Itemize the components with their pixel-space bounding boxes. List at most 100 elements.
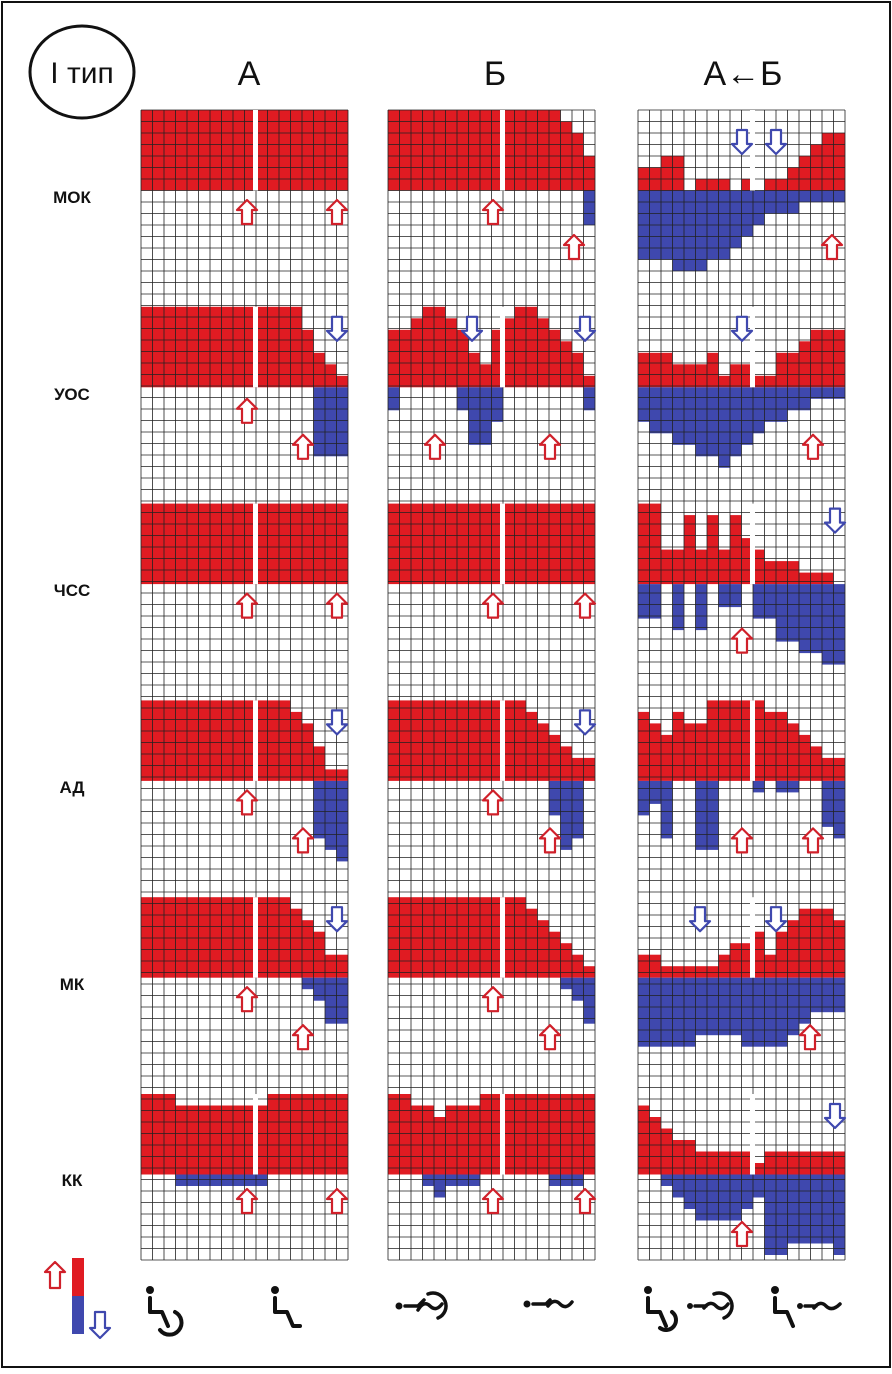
increase-bar xyxy=(822,908,834,978)
legend-increase-swatch xyxy=(72,1258,84,1296)
decrease-bar xyxy=(649,780,661,804)
decrease-bar xyxy=(730,387,742,457)
increase-bar xyxy=(399,1094,411,1175)
increase-bar xyxy=(684,966,696,978)
increase-bar xyxy=(422,503,434,585)
decrease-bar xyxy=(787,780,799,793)
increase-bar xyxy=(661,549,673,585)
increase-bar xyxy=(661,156,673,191)
decrease-bar xyxy=(336,977,348,1024)
increase-bar xyxy=(325,769,337,781)
increase-bar xyxy=(445,110,457,191)
increase-arrow-icon xyxy=(573,592,597,619)
subpanel-gap xyxy=(500,1094,505,1175)
increase-bar xyxy=(457,503,469,585)
decrease-bar xyxy=(833,1174,845,1255)
increase-arrow-icon xyxy=(820,233,844,261)
decrease-bar xyxy=(583,977,595,1024)
decrease-bar xyxy=(649,584,661,619)
increase-bar xyxy=(457,110,469,191)
increase-bar xyxy=(152,110,164,191)
decrease-bar xyxy=(445,1174,457,1186)
decrease-bar xyxy=(434,1174,446,1198)
increase-bar xyxy=(141,110,153,191)
increase-bar xyxy=(480,364,492,388)
increase-bar xyxy=(244,897,256,978)
grid-lines xyxy=(637,109,846,1261)
decrease-bar xyxy=(661,1174,673,1186)
increase-arrow-icon xyxy=(801,827,825,854)
decrease-bar xyxy=(718,977,730,1036)
decrease-bar xyxy=(661,387,673,434)
increase-arrow-icon xyxy=(730,827,754,854)
increase-bar xyxy=(457,897,469,978)
decrease-bar xyxy=(388,387,400,411)
increase-bar xyxy=(822,1151,834,1175)
decrease-bar xyxy=(313,387,325,457)
increase-bar xyxy=(491,329,503,388)
increase-bar xyxy=(583,156,595,191)
increase-arrow-icon xyxy=(538,1024,562,1051)
increase-bar xyxy=(684,515,696,585)
decrease-bar xyxy=(822,977,834,1013)
decrease-bar xyxy=(695,977,707,1036)
increase-bar xyxy=(313,1094,325,1175)
increase-bar xyxy=(491,503,503,585)
decrease-arrow-icon xyxy=(325,709,349,736)
increase-arrow-icon xyxy=(325,592,349,619)
decrease-bar xyxy=(799,190,811,202)
decrease-bar xyxy=(695,387,707,457)
decrease-bar xyxy=(707,780,719,850)
increase-bar xyxy=(776,711,788,781)
increase-bar xyxy=(549,329,561,388)
increase-bar xyxy=(787,920,799,978)
decrease-bar xyxy=(810,387,822,399)
decrease-bar xyxy=(799,1174,811,1244)
increase-bar xyxy=(468,897,480,978)
increase-bar xyxy=(514,897,526,978)
increase-bar xyxy=(152,1094,164,1175)
increase-bar xyxy=(583,375,595,388)
increase-bar xyxy=(833,329,845,388)
increase-bar xyxy=(175,503,187,585)
increase-bar xyxy=(210,897,222,978)
decrease-bar xyxy=(799,584,811,654)
increase-bar xyxy=(445,318,457,388)
increase-bar xyxy=(672,1140,684,1175)
decrease-bar xyxy=(661,780,673,839)
column-title-a: А xyxy=(238,55,261,93)
decrease-bar xyxy=(210,1174,222,1186)
increase-bar xyxy=(833,757,845,781)
increase-bar xyxy=(267,1094,279,1175)
row-label-mok: МОК xyxy=(53,188,91,207)
increase-bar xyxy=(572,1094,584,1175)
decrease-bar xyxy=(822,1174,834,1244)
subpanel-gap xyxy=(750,110,755,191)
decrease-bar xyxy=(707,387,719,457)
increase-bar xyxy=(256,700,268,781)
increase-bar xyxy=(741,1151,753,1175)
increase-arrow-icon xyxy=(325,198,349,226)
increase-bar xyxy=(741,943,753,978)
decrease-bar xyxy=(560,977,572,990)
decrease-arrow-icon xyxy=(688,906,712,933)
increase-bar xyxy=(210,110,222,191)
increase-bar xyxy=(799,734,811,781)
increase-bar xyxy=(514,1094,526,1175)
increase-bar xyxy=(468,700,480,781)
increase-bar xyxy=(336,375,348,388)
decrease-bar xyxy=(325,780,337,850)
increase-bar xyxy=(445,897,457,978)
increase-bar xyxy=(730,515,742,585)
increase-bar xyxy=(325,110,337,191)
increase-bar xyxy=(560,503,572,585)
subpanel-gap xyxy=(253,306,258,388)
decrease-bar xyxy=(638,780,650,816)
decrease-bar xyxy=(787,977,799,1036)
increase-bar xyxy=(313,352,325,388)
increase-bar xyxy=(187,700,199,781)
increase-bar xyxy=(718,1151,730,1175)
decrease-bar xyxy=(638,387,650,422)
increase-arrow-icon xyxy=(291,433,315,460)
legend xyxy=(43,1258,112,1340)
